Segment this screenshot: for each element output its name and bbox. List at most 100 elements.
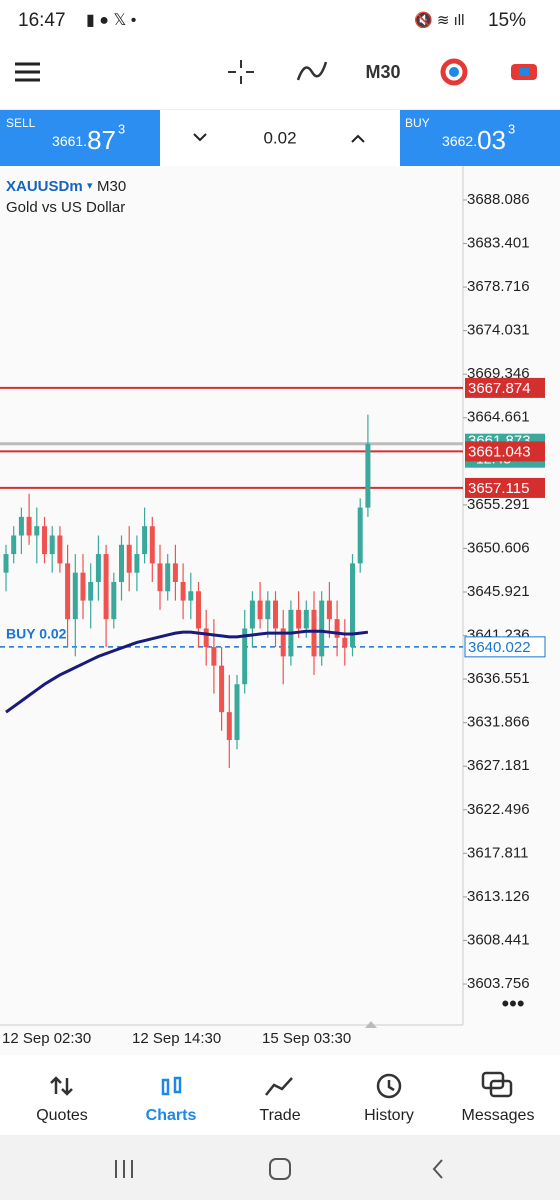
system-icons: 🔇 ≋ ıll [414, 11, 464, 29]
candle-body [303, 609, 309, 629]
y-tick-label: 3683.401 [467, 235, 530, 252]
symbol-description: Gold vs US Dollar [6, 199, 125, 216]
candle-body [103, 554, 109, 620]
candle-body [334, 619, 340, 638]
candle-body [88, 581, 94, 601]
candle-body [165, 563, 171, 592]
level-label-bg [465, 477, 545, 498]
candle-body [188, 591, 194, 601]
y-tick-label: 3650.606 [467, 539, 530, 556]
candle-body [57, 535, 63, 564]
one-click-button[interactable] [440, 58, 468, 86]
x-tick-label: 15 Sep 03:30 [262, 1030, 351, 1047]
volume[interactable]: 0.02 [263, 128, 296, 147]
candle-body [111, 581, 117, 620]
candle-body [273, 600, 278, 629]
nav-label[interactable]: Charts [146, 1107, 197, 1124]
back-button[interactable] [432, 1159, 443, 1179]
candle-body [249, 600, 255, 629]
y-tick-label: 3664.661 [467, 409, 530, 426]
x-tick-label: 12 Sep 14:30 [132, 1030, 221, 1047]
chart-timeframe: M30 [97, 178, 126, 195]
crosshair-button[interactable] [228, 60, 254, 84]
candle-body [196, 591, 201, 629]
candle-body [65, 563, 71, 620]
volume-up[interactable] [351, 134, 365, 143]
x-tick-label: 12 Sep 02:30 [2, 1030, 91, 1047]
candle-body [280, 628, 286, 657]
candle-body [126, 544, 132, 573]
more-button[interactable]: ••• [501, 991, 524, 1016]
messages-icon-back [489, 1079, 513, 1098]
candle-body [342, 637, 348, 648]
buy-price-big: 03 [477, 125, 506, 155]
level-label: 3657.115 [468, 480, 529, 497]
nav-labels: Quotes Charts Trade History Messages [36, 1107, 534, 1124]
one-click-dot [449, 67, 459, 77]
y-tick-label: 3617.811 [467, 844, 528, 861]
symbol-dropdown: ▾ [87, 180, 93, 192]
sell-price-prefix: 3661. [52, 133, 87, 149]
nav-label[interactable]: Messages [462, 1107, 535, 1124]
candle-body [34, 526, 40, 536]
system-nav [0, 1135, 560, 1200]
nav-label[interactable]: Quotes [36, 1107, 88, 1124]
y-tick-label: 3627.181 [467, 757, 530, 774]
y-tick-label: 3645.921 [467, 583, 530, 600]
clock: 16:47 [18, 10, 66, 31]
candle-body [180, 581, 186, 601]
candle-body [357, 507, 363, 564]
moving-average [5, 629, 369, 714]
nav-label[interactable]: Trade [259, 1107, 300, 1124]
candle-body [42, 526, 47, 555]
history-hands [387, 1080, 395, 1092]
candle-body [211, 647, 217, 666]
indicators-button[interactable] [296, 61, 328, 81]
candle-body [149, 526, 155, 564]
trade-button-inner [519, 68, 529, 76]
candle-body [95, 554, 101, 582]
level-label: 3667.874 [468, 380, 531, 397]
level-label-bg [465, 377, 545, 398]
toolbar [0, 44, 560, 110]
y-tick-label: 3688.086 [467, 191, 530, 208]
candle-body [80, 572, 86, 601]
buy-price: 3662.03 [442, 125, 506, 155]
candle-body [242, 628, 248, 685]
plot: 3688.0863683.4013678.7163674.0313669.346… [0, 191, 546, 1047]
order-price: 3640.022 [468, 639, 531, 656]
volume-down[interactable] [193, 133, 207, 142]
menu-button[interactable] [15, 62, 40, 82]
y-tick-label: 3631.866 [467, 714, 530, 731]
candle-body [203, 628, 209, 648]
candle-body [326, 600, 332, 620]
y-tick-label: 3603.756 [467, 975, 530, 992]
sell-label: SELL [6, 116, 36, 130]
candle-body [172, 563, 178, 582]
sell-button[interactable] [0, 110, 160, 166]
candle-body [157, 563, 163, 592]
buy-price-sup: 3 [508, 121, 515, 136]
home-button[interactable] [269, 1158, 291, 1180]
trade-icon [265, 1077, 293, 1096]
y-tick-label: 3636.551 [467, 670, 530, 687]
candle-body [296, 609, 302, 629]
y-tick-label: 3674.031 [467, 322, 530, 339]
buy-label: BUY [405, 116, 430, 130]
candle-body [49, 535, 55, 555]
notification-icons: ▮ ● 𝕏 • [86, 12, 136, 29]
buy-button[interactable] [400, 110, 560, 166]
candle-body [257, 600, 263, 620]
recents-button[interactable] [115, 1160, 133, 1178]
candle-body [3, 554, 9, 573]
nav-label[interactable]: History [364, 1107, 414, 1124]
candle-body [18, 516, 24, 536]
level-label: 3661.043 [468, 443, 531, 460]
candle-body [142, 526, 148, 555]
symbol[interactable]: XAUUSDm [6, 178, 83, 195]
candle-body [219, 665, 225, 713]
battery: 15% [488, 10, 526, 31]
order-label: BUY 0.02 [6, 626, 67, 642]
timeframe-button[interactable]: M30 [365, 62, 400, 82]
